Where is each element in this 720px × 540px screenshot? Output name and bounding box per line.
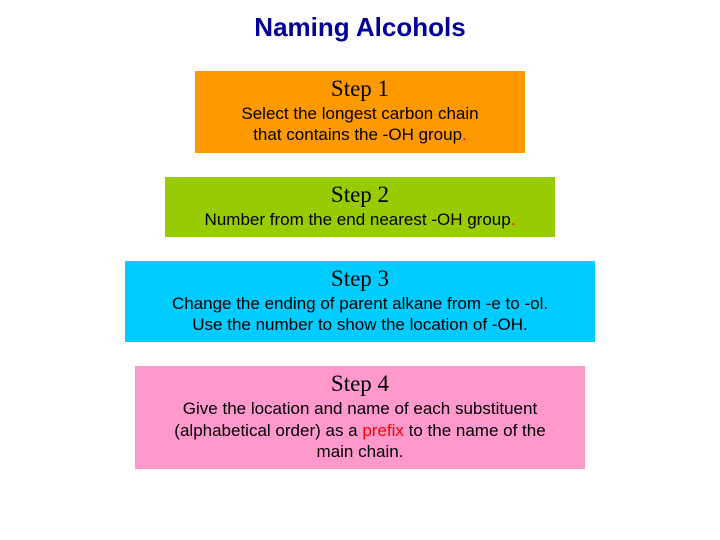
step-text: Use the number to show the location of -… [192, 315, 527, 334]
step-text: . [511, 210, 516, 229]
step-box-2: Step 2Number from the end nearest -OH gr… [165, 177, 555, 237]
step-body: Give the location and name of each subst… [149, 398, 571, 462]
step-body: Number from the end nearest -OH group. [179, 209, 541, 230]
step-body: Change the ending of parent alkane from … [139, 293, 581, 336]
step-text: main chain. [317, 442, 404, 461]
step-body: Select the longest carbon chain that cont… [209, 103, 511, 146]
step-box-1: Step 1 Select the longest carbon chain tha… [195, 71, 525, 153]
step-text: Number from the end nearest -OH group [205, 210, 511, 229]
step-text: to the name of the [404, 421, 546, 440]
step-heading: Step 1 [209, 76, 511, 102]
step-box-4: Step 4 Give the location and name of each… [135, 366, 585, 469]
step-text: Change the ending of parent alkane from … [172, 294, 548, 313]
steps-container: Step 1 Select the longest carbon chain tha… [0, 71, 720, 469]
step-text: . [462, 125, 467, 144]
step-text: Select the longest carbon chain [241, 104, 478, 123]
step-text: Give the location and name of each subst… [183, 399, 537, 418]
step-heading: Step 4 [149, 371, 571, 397]
step-box-3: Step 3 Change the ending of parent alkane… [125, 261, 595, 343]
step-text: that contains the -OH group [253, 125, 462, 144]
step-heading: Step 2 [179, 182, 541, 208]
step-heading: Step 3 [139, 266, 581, 292]
step-text: prefix [362, 421, 404, 440]
step-text: (alphabetical order) as a [174, 421, 362, 440]
page-title: Naming Alcohols [0, 12, 720, 43]
